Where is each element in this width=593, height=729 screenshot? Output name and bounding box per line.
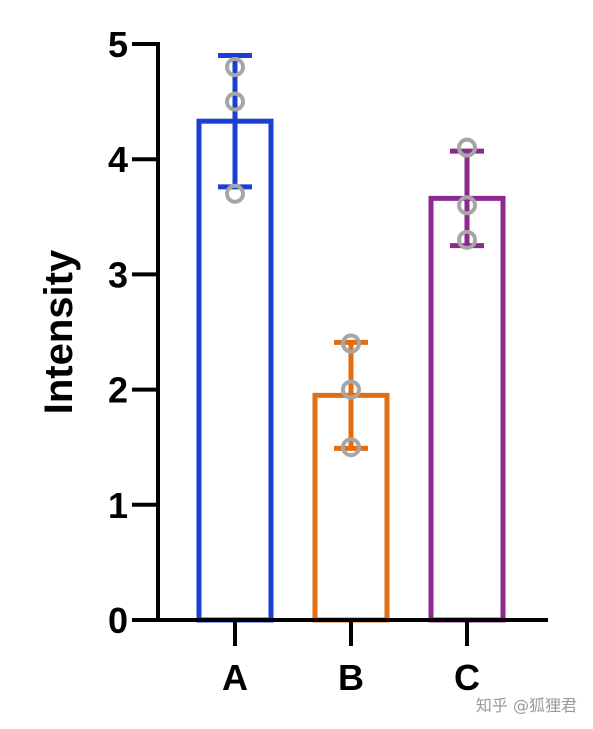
bar-a: [196, 118, 274, 623]
y-tick-label: 3: [108, 254, 128, 295]
data-point-a: [225, 183, 245, 204]
error-bars: [218, 53, 484, 451]
data-point-b: [341, 379, 361, 400]
y-tick-label: 0: [108, 600, 128, 641]
x-tick-label: B: [338, 657, 364, 698]
data-point-c: [457, 229, 477, 250]
y-tick-label: 1: [108, 485, 128, 526]
data-points: [225, 57, 477, 458]
y-tick-label: 4: [108, 139, 128, 180]
data-point-b: [341, 333, 361, 354]
bar-c: [428, 195, 506, 623]
data-point-a: [225, 91, 245, 112]
data-point-b: [341, 437, 361, 458]
watermark-text: 知乎 @狐狸君: [476, 696, 577, 715]
y-axis-title: Intensity: [37, 249, 81, 414]
y-tick-label: 5: [108, 24, 128, 65]
x-axis-ticks: A B C: [222, 620, 480, 698]
x-tick-label: A: [222, 657, 248, 698]
data-point-c: [457, 137, 477, 158]
data-point-a: [225, 57, 245, 78]
y-axis-ticks: 0 1 2 3 4 5: [108, 24, 158, 641]
data-point-c: [457, 195, 477, 216]
y-tick-label: 2: [108, 370, 128, 411]
x-tick-label: C: [454, 657, 480, 698]
